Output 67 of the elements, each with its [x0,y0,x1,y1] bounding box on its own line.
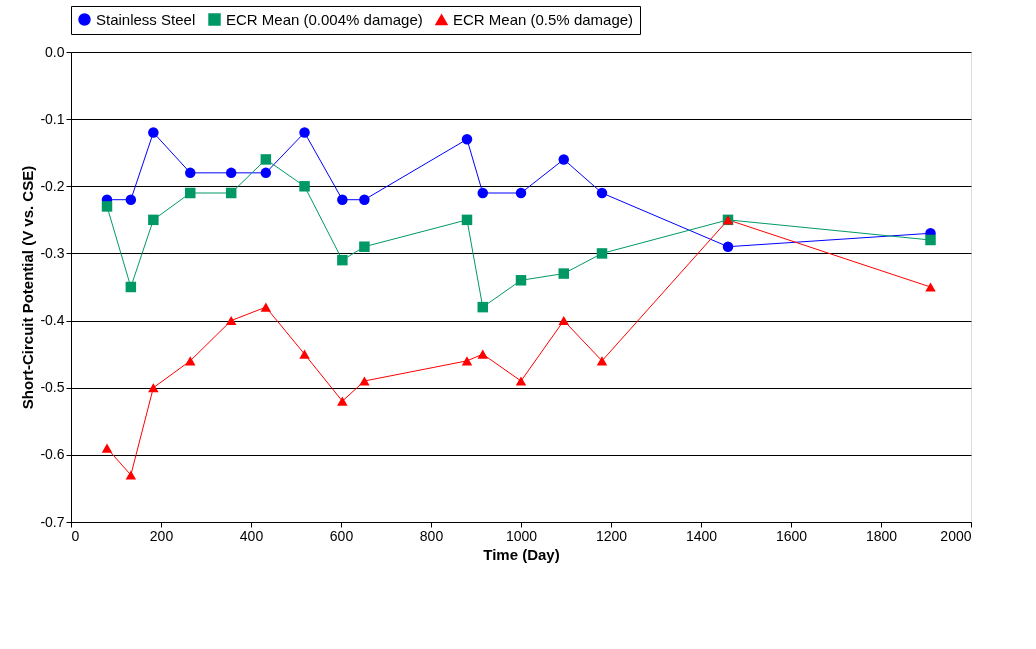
y-tick-label: -0.4 [40,312,65,329]
legend-label: ECR Mean (0.5% damage) [453,10,634,28]
x-tick-label: 0 [71,527,80,544]
x-tick-label: 2000 [940,527,972,544]
point [596,248,608,259]
point [148,127,159,138]
point [299,349,310,359]
x-axis-title: Time (Day) [483,545,560,563]
point [461,134,473,145]
x-tick-label: 400 [239,527,264,544]
point [359,376,370,386]
point [260,154,272,165]
point [477,301,488,313]
point [337,194,348,205]
x-tick-label: 200 [149,527,174,544]
y-tick-label: -0.3 [40,244,65,261]
point [359,194,370,205]
point [558,154,569,165]
y-tick-label: -0.2 [40,177,65,194]
x-tick-label: 1800 [865,527,898,544]
point [477,349,488,359]
point [722,241,734,252]
point [185,167,196,179]
y-tick-label: -0.5 [40,379,65,396]
point [477,187,488,199]
point [260,302,272,312]
point [558,316,569,326]
point [299,181,310,192]
point [558,268,569,279]
x-tick-label: 1600 [775,527,808,544]
x-tick-label: 1200 [595,527,628,544]
point [225,316,237,326]
x-tick-label: 800 [419,527,444,544]
x-tick-label: 1000 [505,527,538,544]
y-tick-label: -0.1 [40,110,65,127]
point [125,470,137,480]
point [925,282,936,292]
point [337,396,348,406]
point [260,167,272,179]
point [148,214,159,226]
point [461,214,473,226]
point [596,187,608,199]
point [225,167,237,179]
point [596,356,608,366]
x-tick-label: 1400 [685,527,718,544]
point [515,187,527,199]
point [185,187,196,199]
point [515,275,527,286]
y-tick-label: -0.6 [40,446,65,463]
point [101,201,113,212]
point [461,356,473,366]
x-tick-label: 600 [329,527,354,544]
point [125,281,137,293]
point [299,127,310,138]
point [337,254,348,266]
legend-label: ECR Mean (0.004% damage) [226,10,423,28]
point [148,383,159,393]
point [925,234,936,246]
point [515,376,527,386]
y-axis-title: Short-Circuit Potential (V vs. CSE) [19,165,37,410]
point [101,443,113,453]
y-tick-label: 0.0 [45,43,65,60]
y-tick-label: -0.7 [40,513,65,530]
point [125,194,137,205]
legend-label: Stainless Steel [96,10,196,28]
point [225,187,237,199]
point [359,241,370,252]
